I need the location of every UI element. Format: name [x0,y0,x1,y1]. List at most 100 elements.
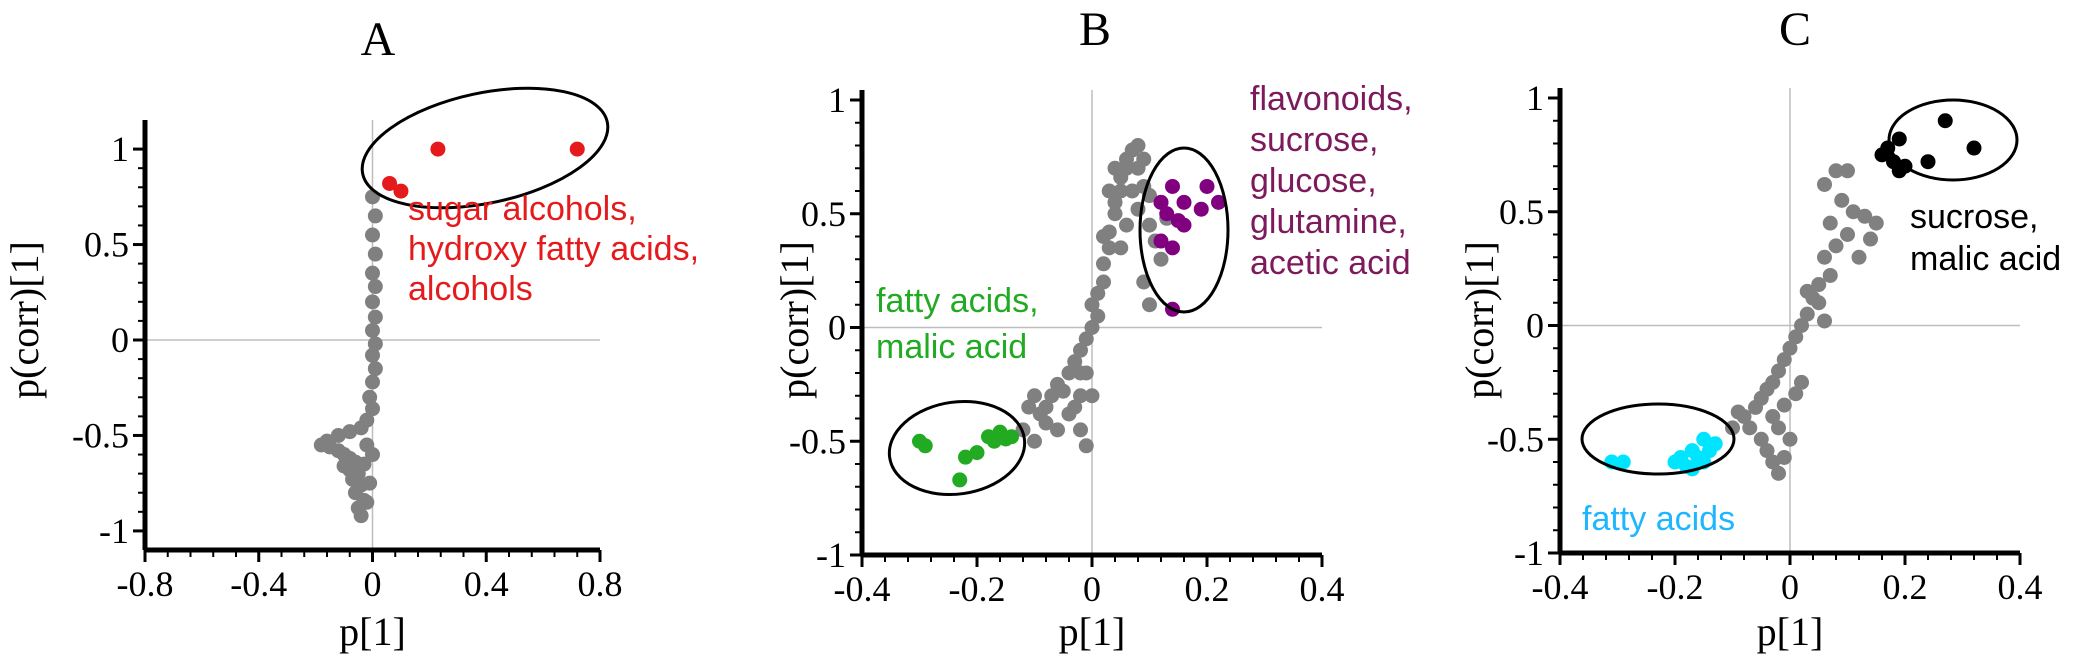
cluster-ellipse [1580,402,1736,476]
data-point [1874,147,1890,163]
data-point [1119,217,1134,233]
data-point [330,427,346,443]
data-point [1027,388,1042,404]
cluster-ellipse [1887,98,2019,182]
x-tick-label: 0 [364,564,382,604]
x-tick-label: -0.4 [834,569,891,609]
data-point [1748,399,1763,415]
y-tick-label: -1 [1514,533,1544,573]
data-point [1090,308,1106,324]
data-point [1834,192,1850,208]
data-point [1863,231,1878,247]
data-point [1696,431,1712,447]
data-point [1084,297,1100,313]
data-point [1822,215,1838,231]
data-point [1765,409,1781,424]
data-point [367,279,383,295]
data-point [362,475,378,491]
data-point [359,437,375,453]
x-tick-label: -0.2 [949,569,1006,609]
data-point [382,175,398,191]
x-tick-label: 0.4 [1998,567,2043,607]
data-point [1038,399,1054,415]
data-point [365,347,380,363]
y-tick-label: 1 [828,80,846,120]
data-point [365,374,380,390]
y-axis-label: p(corr)[1] [772,241,817,399]
y-tick-label: -1 [816,535,846,575]
data-point [1061,365,1077,381]
annotation-text: alcohols [408,270,533,308]
data-point [1828,163,1844,179]
data-point [430,141,446,157]
annotation-text: flavonoids, [1250,80,1413,118]
data-point [969,445,985,461]
data-point [1211,194,1226,210]
y-tick-label: 0 [828,308,846,348]
data-point [1096,256,1111,272]
y-tick-label: 0.5 [84,225,129,265]
x-tick-label: 0.2 [1883,567,1928,607]
data-point [1038,415,1054,431]
data-point [917,438,933,454]
data-point [356,456,372,472]
data-point [1891,131,1907,147]
data-point [1753,431,1769,447]
data-point [1096,274,1111,290]
data-point [1067,399,1083,415]
data-point [1044,388,1060,404]
y-axis-label: p(corr)[1] [2,241,47,399]
data-point [1966,140,1982,156]
data-point [1136,151,1152,167]
annotation-text: glucose, [1250,162,1377,200]
data-point [1078,365,1094,381]
data-point [1073,388,1088,404]
data-point [1811,277,1827,293]
x-axis-label: p[1] [1059,609,1126,654]
annotation-text: fatty acids, [876,282,1039,320]
data-point [1794,374,1809,390]
data-point [367,309,383,325]
data-point [1771,420,1786,436]
annotation-text: malic acid [876,328,1027,366]
data-point [1176,194,1192,210]
data-point [1130,138,1146,153]
data-point [1776,397,1792,413]
data-point [958,449,973,465]
y-tick-label: -0.5 [72,415,129,455]
annotation-text: hydroxy fatty acids, [408,230,699,268]
x-tick-label: -0.4 [230,564,287,604]
data-point [1078,438,1094,454]
data-point [1050,422,1065,438]
y-tick-label: -0.5 [1487,419,1544,459]
x-tick-label: -0.2 [1647,567,1704,607]
data-point [365,401,380,417]
data-point [1096,229,1111,244]
data-point [353,420,369,436]
data-point [367,361,383,377]
y-axis-label: p(corr)[1] [1457,241,1502,399]
y-tick-label: -1 [99,511,129,551]
data-point [1176,217,1192,233]
data-point [1124,183,1140,199]
data-point [365,294,380,310]
panel-title: C [1779,3,1811,56]
annotation-text: malic acid [1910,240,2061,278]
data-point [393,183,409,199]
data-point [1153,251,1169,267]
data-point [1765,454,1781,470]
panel-title: B [1079,3,1111,56]
data-point [1776,352,1792,368]
y-tick-label: 1 [1526,78,1544,118]
cluster-ellipse [887,399,1027,497]
data-point [1828,238,1844,254]
y-tick-label: 0 [111,320,129,360]
cluster-ellipse [1138,146,1230,314]
data-point [1840,163,1855,179]
data-point [1073,342,1088,358]
data-point [1113,183,1129,199]
data-point [359,494,375,510]
panel-a: -1 -0.5 0 0.5 1 -0.8 -0.4 0 0.4 0.8 sugar alcohols… [2,13,699,654]
data-point [1817,176,1832,192]
data-point [1153,194,1169,210]
